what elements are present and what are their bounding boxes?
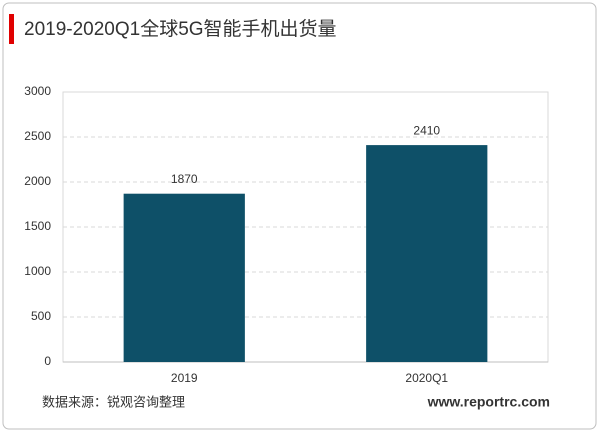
- y-tick-label: 500: [31, 309, 51, 323]
- y-tick-label: 2500: [24, 129, 51, 143]
- source-note: 数据来源：锐观咨询整理: [42, 394, 185, 409]
- website: www.reportrc.com: [427, 394, 550, 410]
- y-tick-label: 3000: [24, 84, 51, 98]
- bar: [123, 193, 245, 362]
- x-tick-label: 2020Q1: [405, 371, 448, 385]
- y-tick-label: 2000: [24, 174, 51, 188]
- title-accent: [9, 14, 14, 44]
- y-tick-label: 1000: [24, 264, 51, 278]
- chart-title: 2019-2020Q1全球5G智能手机出货量: [24, 18, 337, 40]
- y-tick-label: 1500: [24, 219, 51, 233]
- x-tick-label: 2019: [171, 371, 198, 385]
- data-label: 1870: [171, 172, 198, 186]
- y-tick-label: 0: [44, 354, 51, 368]
- bar: [366, 145, 488, 362]
- data-label: 2410: [413, 123, 440, 137]
